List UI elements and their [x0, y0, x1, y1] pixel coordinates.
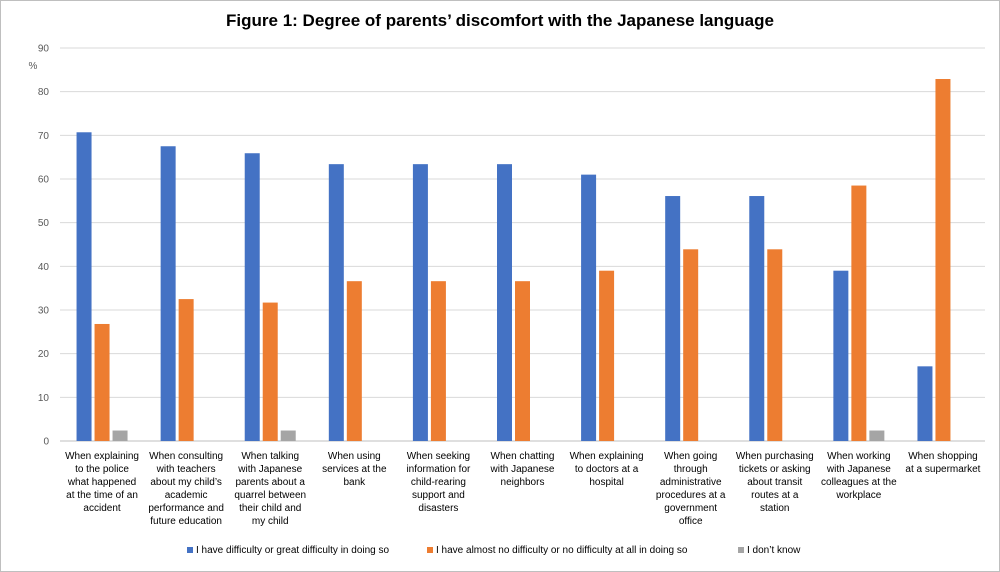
bar-series-2	[346, 281, 362, 441]
category-label: When consulting	[149, 451, 223, 462]
y-tick-label: 0	[43, 437, 49, 448]
category-label: tickets or asking	[739, 464, 811, 475]
legend-label: I have almost no difficulty or no diffic…	[436, 545, 688, 556]
y-tick-label: 40	[38, 262, 50, 273]
category-label: procedures at a	[656, 490, 726, 501]
category-label: with teachers	[156, 464, 216, 475]
category-label: with Japanese	[826, 464, 891, 475]
y-tick-label: 80	[38, 87, 50, 98]
category-label: accident	[83, 503, 120, 514]
category-label: When working	[827, 451, 890, 462]
bar-series-3	[280, 430, 296, 441]
bar-series-2	[262, 302, 278, 441]
bar-series-2	[767, 249, 783, 441]
legend-label: I don’t know	[747, 545, 801, 556]
y-tick-label: 70	[38, 131, 50, 142]
legend-swatch	[427, 547, 433, 553]
category-label: their child and	[239, 503, 301, 514]
bar-series-1	[665, 196, 681, 441]
y-tick-label: 60	[38, 175, 50, 186]
bar-series-2	[935, 79, 951, 442]
bar-series-1	[76, 132, 92, 441]
y-tick-label: 90	[38, 44, 50, 55]
category-label: about transit	[747, 477, 802, 488]
category-label: services at the	[322, 464, 387, 475]
y-tick-label: 50	[38, 218, 50, 229]
category-label: support and	[412, 490, 465, 501]
bar-series-2	[851, 185, 867, 441]
category-label: routes at a	[751, 490, 799, 501]
y-tick-label: 10	[38, 393, 50, 404]
bar-series-1	[749, 196, 765, 441]
category-label: with Japanese	[490, 464, 555, 475]
bar-series-3	[112, 430, 128, 441]
category-label: at the time of an	[66, 490, 138, 501]
bar-series-1	[412, 164, 428, 442]
category-label: When explaining	[570, 451, 644, 462]
category-label: my child	[252, 516, 289, 527]
bar-series-1	[833, 270, 849, 441]
category-label: When seeking	[407, 451, 470, 462]
category-label: what happened	[67, 477, 136, 488]
bar-series-2	[94, 323, 110, 441]
category-label: government	[664, 503, 717, 514]
category-label: academic	[165, 490, 208, 501]
category-label: to the police	[75, 464, 129, 475]
category-label: colleagues at the	[821, 477, 897, 488]
category-label: station	[760, 503, 789, 514]
category-label: performance and	[148, 503, 224, 514]
bar-series-2	[430, 281, 446, 441]
y-tick-label: 20	[38, 349, 50, 360]
category-label: disasters	[418, 503, 458, 514]
category-label: future education	[150, 516, 222, 527]
category-label: with Japanese	[237, 464, 302, 475]
bar-series-1	[917, 366, 933, 441]
legend-swatch	[187, 547, 193, 553]
category-label: to doctors at a	[575, 464, 639, 475]
legend-swatch	[738, 547, 744, 553]
category-label: When going	[664, 451, 717, 462]
category-label: neighbors	[501, 477, 545, 488]
category-label: about my child’s	[150, 477, 222, 488]
category-label: When purchasing	[736, 451, 814, 462]
category-label: quarrel between	[234, 490, 306, 501]
category-label: When chatting	[491, 451, 555, 462]
y-tick-label: 30	[38, 306, 50, 317]
bar-series-1	[244, 153, 260, 441]
bar-series-2	[515, 281, 530, 441]
bar-series-2	[599, 270, 615, 441]
category-label: When shopping	[908, 451, 978, 462]
bar-series-2	[178, 299, 194, 441]
legend-label: I have difficulty or great difficulty in…	[196, 545, 390, 556]
chart-title: Figure 1: Degree of parents’ discomfort …	[226, 11, 774, 30]
category-label: bank	[343, 477, 366, 488]
bar-series-1	[581, 174, 597, 441]
bar-series-3	[869, 430, 885, 441]
category-label: administrative	[660, 477, 722, 488]
category-label: When explaining	[65, 451, 139, 462]
category-label: When talking	[241, 451, 299, 462]
y-axis-unit-label: %	[29, 61, 38, 72]
bar-series-1	[328, 164, 344, 442]
bar-series-1	[160, 146, 176, 441]
category-label: at a supermarket	[905, 464, 980, 475]
bar-series-1	[497, 164, 512, 442]
category-label: parents about a	[235, 477, 305, 488]
category-label: information for	[406, 464, 471, 475]
category-label: office	[679, 516, 703, 527]
category-label: child-rearing	[411, 477, 466, 488]
category-label: hospital	[589, 477, 623, 488]
category-label: workplace	[835, 490, 881, 501]
bar-series-2	[683, 249, 699, 441]
category-label: When using	[328, 451, 381, 462]
category-label: through	[674, 464, 708, 475]
